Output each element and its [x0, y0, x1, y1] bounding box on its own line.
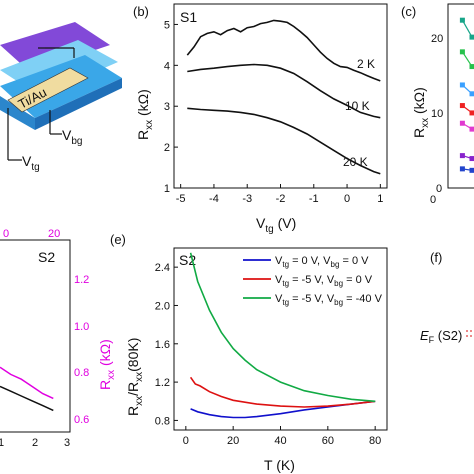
x-tick-label: -5 [176, 193, 186, 205]
annotation-2k: 2 K [357, 57, 375, 71]
x-tick-label: 0 [183, 435, 189, 447]
vtg-label: V [22, 153, 32, 169]
vbg-label: V [62, 127, 72, 143]
chart-c-xtick: 0 [430, 194, 436, 206]
x-tick-label: -4 [209, 193, 219, 205]
data-point [459, 120, 465, 126]
chart-e-ylabel: R [125, 406, 141, 416]
chart-e-legend: Vtg = 0 V, Vbg = 0 V Vtg = -5 V, Vbg = 0 … [243, 255, 383, 307]
chart-c-frame [447, 3, 474, 189]
panel-label-c: (c) [401, 4, 416, 19]
chart-d-ylabel: R [97, 380, 113, 390]
chart-d-right-tick: 0.6 [74, 414, 89, 426]
chart-c-ytick: 20 [431, 33, 443, 45]
x-tick-label: -2 [276, 193, 286, 205]
data-point [469, 64, 474, 70]
x-tick-label: 40 [274, 435, 286, 447]
chart-d-frame [0, 239, 71, 433]
svg-text:Rxx (kΩ): Rxx (kΩ) [411, 87, 431, 138]
chart-d-right-tick: 0.8 [74, 367, 89, 379]
series-line [189, 376, 376, 408]
x-tick-label: -3 [242, 193, 252, 205]
svg-text:Rxx (kΩ): Rxx (kΩ) [97, 339, 117, 390]
chart-b-ylabel: R [135, 130, 151, 140]
y-tick-label: 1.6 [155, 339, 170, 351]
data-point [469, 156, 474, 162]
panel-label-b: (b) [133, 4, 149, 19]
data-point [469, 34, 474, 40]
chart-d-right-tick: 1.0 [74, 321, 89, 333]
chart-d-bottom-tick: 2 [32, 437, 38, 449]
chart-d-top-tick: 0 [3, 228, 9, 240]
data-point [459, 17, 465, 23]
panel-label-e: (e) [110, 232, 126, 247]
fermi-level-label: E [420, 328, 429, 343]
chart-c-ytick: 10 [431, 108, 443, 120]
svg-text:Rxx/Rxx(80K): Rxx/Rxx(80K) [125, 338, 145, 416]
data-point [469, 110, 474, 116]
chart-d-top-tick: 20 [48, 228, 60, 240]
series-line [189, 252, 376, 403]
y-tick-label: 1 [164, 183, 170, 195]
device-schematic: Ti/Au Vbg Vtg [0, 22, 122, 173]
data-point [459, 166, 465, 172]
y-tick-label: 5 [164, 19, 170, 31]
x-tick-label: 0 [344, 193, 350, 205]
data-point [459, 49, 465, 55]
series-line [461, 19, 473, 38]
x-tick-label: -1 [309, 193, 319, 205]
series-line [0, 366, 54, 400]
substrate-front [0, 96, 35, 130]
data-point [469, 91, 474, 97]
legend-entry: Vtg = 0 V, Vbg = 0 V [275, 255, 369, 269]
svg-text:Rxx (kΩ): Rxx (kΩ) [135, 89, 155, 140]
series-line [187, 63, 381, 119]
svg-text:Vtg: Vtg [22, 153, 40, 173]
y-tick-label: 0.8 [155, 415, 170, 427]
series-line [187, 107, 381, 175]
series-line [186, 19, 381, 82]
panel-label-f: (f) [430, 250, 442, 265]
chart-c: 20 10 0 0 Rxx (kΩ) [411, 3, 474, 206]
x-tick-label: 80 [369, 435, 381, 447]
legend-entry: Vtg = -5 V, Vbg = -40 V [275, 293, 383, 307]
y-tick-label: 2.0 [155, 300, 170, 312]
y-tick-label: 4 [164, 60, 170, 72]
chart-d-right-tick: 1.2 [74, 274, 89, 286]
chart-c-ylabel: R [411, 128, 427, 138]
chart-e-xlabel: T (K) [264, 457, 295, 473]
y-tick-label: 2 [164, 142, 170, 154]
chart-b: S1 2 K 10 K 20 K Vtg (V) Rxx (kΩ) -5 -4 -3… [135, 3, 388, 235]
data-point [469, 126, 474, 132]
substrate-side [35, 78, 122, 130]
chart-d-bottom-tick: 3 [64, 437, 70, 449]
svg-text:EF (S2): EF (S2) [420, 328, 462, 345]
legend-entry: Vtg = -5 V, Vbg = 0 V [275, 274, 373, 288]
chart-b-sample: S1 [180, 9, 197, 25]
x-tick-label: 20 [227, 435, 239, 447]
data-point [459, 82, 465, 88]
chart-d-sample: S2 [38, 249, 55, 265]
chart-d-bottom-tick: 1 [0, 437, 4, 449]
chart-c-ytick: 0 [436, 183, 442, 195]
chart-d: 0 20 S2 1.2 1.0 0.8 0.6 1 2 3 Rxx (kΩ) [0, 228, 117, 449]
chart-b-xlabel: V [256, 215, 266, 231]
y-tick-label: 2.4 [155, 262, 170, 274]
x-tick-label: 1 [377, 193, 383, 205]
svg-text:Vtg (V): Vtg (V) [256, 215, 296, 235]
data-point [459, 103, 465, 109]
ti-au-contact [7, 67, 89, 113]
svg-text:Vbg: Vbg [62, 127, 82, 147]
series-line [0, 385, 54, 412]
x-tick-label: 60 [322, 435, 334, 447]
annotation-10k: 10 K [345, 99, 370, 113]
y-tick-label: 1.2 [155, 377, 170, 389]
data-point [459, 153, 465, 159]
data-point [469, 167, 474, 173]
y-tick-label: 3 [164, 101, 170, 113]
